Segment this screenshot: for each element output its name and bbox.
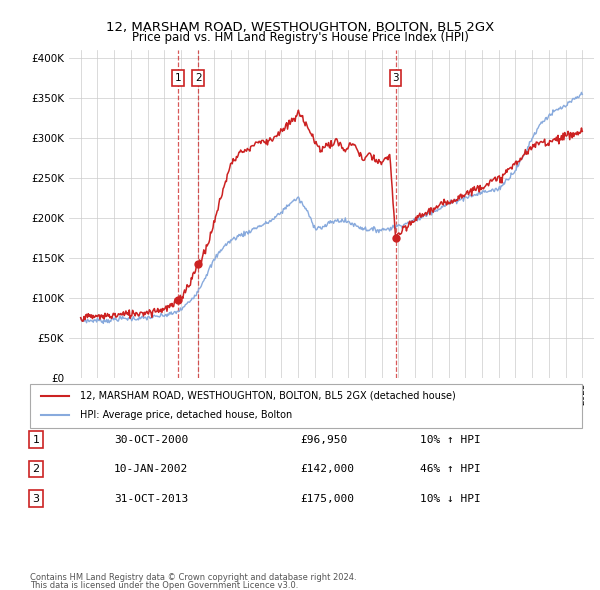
Text: 12, MARSHAM ROAD, WESTHOUGHTON, BOLTON, BL5 2GX: 12, MARSHAM ROAD, WESTHOUGHTON, BOLTON, … <box>106 21 494 34</box>
Text: 31-OCT-2013: 31-OCT-2013 <box>114 494 188 503</box>
Text: 10% ↓ HPI: 10% ↓ HPI <box>420 494 481 503</box>
FancyBboxPatch shape <box>30 384 582 428</box>
Text: 1: 1 <box>32 435 40 444</box>
Text: £175,000: £175,000 <box>300 494 354 503</box>
Text: 46% ↑ HPI: 46% ↑ HPI <box>420 464 481 474</box>
Text: 2: 2 <box>32 464 40 474</box>
Text: HPI: Average price, detached house, Bolton: HPI: Average price, detached house, Bolt… <box>80 411 292 420</box>
Text: 10% ↑ HPI: 10% ↑ HPI <box>420 435 481 444</box>
Text: 30-OCT-2000: 30-OCT-2000 <box>114 435 188 444</box>
Text: 12, MARSHAM ROAD, WESTHOUGHTON, BOLTON, BL5 2GX (detached house): 12, MARSHAM ROAD, WESTHOUGHTON, BOLTON, … <box>80 391 455 401</box>
Text: 1: 1 <box>175 73 181 83</box>
Text: £142,000: £142,000 <box>300 464 354 474</box>
Text: 10-JAN-2002: 10-JAN-2002 <box>114 464 188 474</box>
Text: £96,950: £96,950 <box>300 435 347 444</box>
Text: 3: 3 <box>32 494 40 503</box>
Text: 2: 2 <box>195 73 202 83</box>
Text: This data is licensed under the Open Government Licence v3.0.: This data is licensed under the Open Gov… <box>30 581 298 590</box>
Text: 3: 3 <box>392 73 399 83</box>
Text: Contains HM Land Registry data © Crown copyright and database right 2024.: Contains HM Land Registry data © Crown c… <box>30 572 356 582</box>
Text: Price paid vs. HM Land Registry's House Price Index (HPI): Price paid vs. HM Land Registry's House … <box>131 31 469 44</box>
